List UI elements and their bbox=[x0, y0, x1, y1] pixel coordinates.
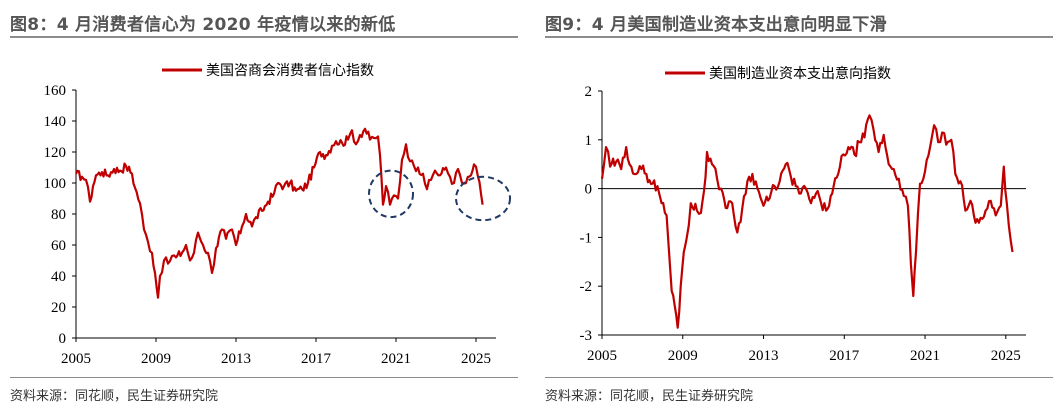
y-tick-label: 60 bbox=[51, 238, 66, 254]
y-tick-label: 100 bbox=[44, 176, 67, 192]
figure-8-panel: 图8：4 月消费者信心为 2020 年疫情以来的新低 0 20 40 60 80 100 1… bbox=[10, 0, 520, 415]
x-tick-label: 2009 bbox=[668, 348, 698, 364]
x-tick-label: 2009 bbox=[141, 351, 171, 367]
x-tick-label: 2025 bbox=[991, 348, 1021, 364]
y-tick-label: 20 bbox=[51, 300, 66, 316]
x-tick-label: 2025 bbox=[461, 351, 491, 367]
y-tick-label: 40 bbox=[51, 269, 66, 285]
consumer-confidence-chart: 0 20 40 60 80 100 120 140 160 2005 2009 2013 2017 202… bbox=[44, 63, 511, 367]
figure-9-title-rule bbox=[545, 36, 1053, 38]
highlight-circle bbox=[455, 175, 511, 222]
figure-8-title: 图8：4 月消费者信心为 2020 年疫情以来的新低 bbox=[10, 15, 396, 35]
y-tick-label: 160 bbox=[44, 83, 67, 99]
manufacturing-capex-chart: -3 -2 -1 0 1 2 2005 2009 2013 2017 2021 2025 美国制造业资本… bbox=[580, 65, 1026, 364]
x-tick-label: 2013 bbox=[749, 348, 779, 364]
figure-9-source-rule bbox=[545, 377, 1053, 378]
y-tick-label: 0 bbox=[59, 331, 67, 347]
figure-8-source: 资料来源：同花顺，民生证券研究院 bbox=[10, 389, 219, 404]
x-tick-label: 2021 bbox=[381, 351, 411, 367]
y-tick-label: 0 bbox=[585, 182, 593, 198]
x-tick-label: 2017 bbox=[301, 351, 332, 367]
series-line bbox=[75, 127, 484, 299]
x-tick-label: 2005 bbox=[61, 351, 91, 367]
x-tick-label: 2021 bbox=[910, 348, 940, 364]
y-tick-label: -2 bbox=[580, 279, 593, 295]
y-tick-label: -3 bbox=[580, 328, 593, 344]
y-tick-label: 80 bbox=[51, 207, 66, 223]
figure-8-title-rule bbox=[10, 36, 518, 38]
series-line bbox=[600, 114, 1014, 329]
y-tick-label: 120 bbox=[44, 145, 67, 161]
legend-label: 美国制造业资本支出意向指数 bbox=[709, 65, 891, 82]
x-tick-label: 2005 bbox=[587, 348, 617, 364]
y-tick-label: 2 bbox=[585, 84, 593, 100]
x-tick-label: 2013 bbox=[221, 351, 251, 367]
figure-8-source-rule bbox=[10, 377, 518, 378]
x-tick-label: 2017 bbox=[829, 348, 860, 364]
y-tick-label: 1 bbox=[585, 133, 593, 149]
figure-9-title: 图9：4 月美国制造业资本支出意向明显下滑 bbox=[545, 15, 887, 35]
highlight-circle bbox=[368, 169, 414, 219]
y-tick-label: 140 bbox=[44, 114, 67, 130]
y-tick-label: -1 bbox=[580, 230, 593, 246]
figure-9-panel: 图9：4 月美国制造业资本支出意向明显下滑 -3 -2 -1 0 1 2 2005 2009 2… bbox=[545, 0, 1055, 415]
figure-9-source: 资料来源：同花顺，民生证券研究院 bbox=[545, 389, 754, 404]
legend-label: 美国咨商会消费者信心指数 bbox=[206, 63, 374, 79]
